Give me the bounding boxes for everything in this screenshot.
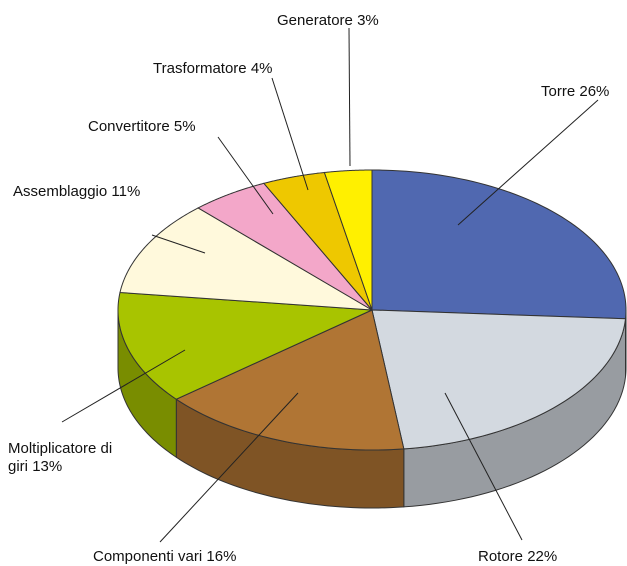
leader-line [271, 77, 309, 191]
slice [371, 169, 627, 320]
category-label: Torre [541, 83, 576, 100]
value-label: 13% [32, 458, 63, 475]
value-label: 5% [173, 118, 196, 135]
leader-line [444, 392, 523, 541]
slice-label: Convertitore 5% [88, 118, 196, 136]
value-label: 11% [111, 183, 141, 200]
category-label: Assemblaggio [13, 183, 108, 200]
slice [119, 207, 373, 311]
slice [117, 291, 373, 400]
slice [175, 309, 405, 451]
value-label: 22% [527, 548, 558, 565]
category-label: Rotore [478, 548, 524, 565]
category-label: Convertitore [88, 118, 170, 135]
value-label: 26% [579, 83, 610, 100]
leader-line [159, 392, 299, 543]
slice [262, 171, 373, 311]
leader-line [457, 99, 599, 226]
category-label: Generatore [277, 12, 353, 29]
category-label: Componenti vari [93, 548, 203, 565]
value-label: 16% [206, 548, 237, 565]
value-label: 3% [357, 12, 379, 29]
category-label: Trasformatore [153, 60, 247, 77]
leader-line [151, 234, 206, 254]
slice-label: Generatore 3% [277, 12, 379, 30]
leader-line [348, 27, 351, 167]
value-label: 4% [250, 60, 273, 77]
slice [323, 169, 373, 311]
slice [371, 309, 627, 450]
leader-line [217, 136, 274, 215]
category-label: Moltiplicatore di giri [8, 440, 113, 475]
slice-label: Torre 26% [541, 83, 609, 101]
slice-label: Trasformatore 4% [153, 60, 273, 78]
slice-label: Componenti vari 16% [93, 548, 236, 566]
slice-label: Rotore 22% [478, 548, 557, 566]
slice-label: Moltiplicatore di giri 13% [8, 440, 118, 476]
leader-line [61, 349, 186, 423]
slice-label: Assemblaggio 11% [13, 183, 140, 201]
